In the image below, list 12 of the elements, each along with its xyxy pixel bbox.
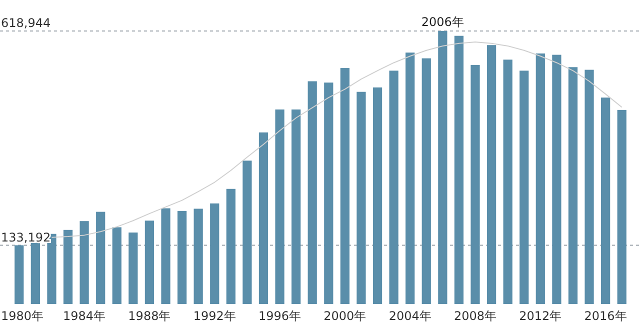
x-tick-label: 2004年 bbox=[388, 309, 432, 322]
x-tick-label: 1984年 bbox=[63, 309, 106, 322]
x-tick-label: 2016年 bbox=[584, 309, 627, 322]
x-tick-label: 2008年 bbox=[454, 309, 497, 322]
x-tick-label: 2012年 bbox=[519, 309, 562, 322]
x-tick-label: 1996年 bbox=[258, 309, 302, 322]
x-tick-label: 1992年 bbox=[193, 309, 236, 322]
x-tick-label: 1988年 bbox=[128, 309, 171, 322]
y-tick-label: 618,944 bbox=[1, 16, 51, 30]
x-tick-label: 1980年 bbox=[1, 309, 44, 322]
text: 2006年 bbox=[421, 15, 464, 29]
x-tick-label: 2000年 bbox=[324, 309, 366, 322]
